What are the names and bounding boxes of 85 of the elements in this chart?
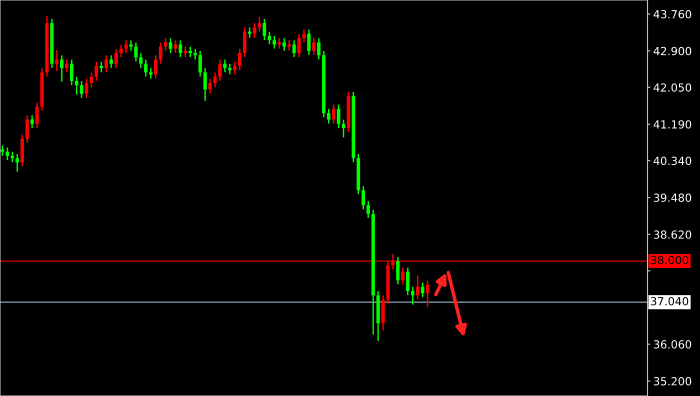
candlestick [109, 55, 113, 68]
y-tick-label: 42.900 [654, 46, 692, 56]
candlestick [154, 55, 158, 79]
candlestick [342, 120, 346, 138]
candlestick [114, 48, 118, 68]
candlestick [297, 34, 301, 58]
candlestick [416, 275, 420, 300]
y-tick-label: 36.060 [654, 340, 692, 349]
candlestick [336, 104, 340, 128]
candlestick [198, 51, 202, 76]
candlestick [366, 201, 370, 218]
candlestick [174, 40, 178, 53]
candlestick [258, 16, 262, 32]
candlestick [401, 268, 405, 284]
candlestick [396, 256, 400, 284]
candlestick [272, 36, 276, 49]
candlestick [30, 115, 34, 128]
y-tick-label: 35.200 [654, 377, 692, 386]
candlestick [64, 60, 68, 72]
candlestick [278, 38, 281, 49]
candlestick [124, 40, 128, 53]
candlestick [104, 55, 108, 72]
y-tick-label: 42.050 [654, 83, 692, 92]
candlestick [332, 104, 336, 124]
candlestick [80, 81, 84, 98]
candlestick [149, 68, 152, 79]
candlestick [410, 286, 414, 305]
candlestick [139, 53, 143, 68]
candlestick [268, 32, 272, 44]
candlestick [60, 55, 64, 82]
candlestick [70, 60, 74, 86]
candlestick [100, 62, 104, 72]
candlestick [74, 76, 78, 94]
candlestick [362, 186, 366, 210]
candlestick [262, 18, 266, 40]
candlestick [35, 102, 39, 128]
candlestick [10, 152, 14, 162]
candlestick [144, 60, 148, 76]
candlestick [228, 64, 232, 74]
candlestick [238, 48, 242, 70]
candlestick [188, 46, 192, 58]
candlestick [242, 27, 246, 58]
ref-line-label: 37.040 [650, 296, 688, 306]
candlestick [168, 38, 172, 53]
candlestick [287, 40, 291, 51]
candlestick [391, 254, 395, 270]
candlestick [312, 38, 316, 56]
candlestick [194, 48, 197, 60]
candlestick [119, 44, 123, 58]
candlestick [420, 282, 424, 298]
candlestick [25, 115, 29, 143]
candlestick [233, 62, 237, 74]
candlestick [20, 134, 24, 167]
candlestick [317, 38, 321, 60]
candlestick [292, 40, 296, 58]
candlestick [90, 72, 94, 88]
candlestick [248, 27, 252, 38]
y-tick-label: 39.480 [654, 194, 692, 202]
candlestick [302, 30, 306, 42]
y-tick-label: 41.190 [654, 120, 692, 129]
candlestick [326, 108, 330, 124]
candlestick [218, 60, 222, 81]
candlestick [6, 148, 10, 160]
candlestick [94, 62, 98, 81]
candlestick [184, 46, 188, 58]
candlestick [178, 40, 182, 58]
candlestick [426, 280, 430, 307]
y-tick-label: 38.620 [654, 230, 692, 239]
candlestick [406, 268, 410, 296]
candlestick [282, 38, 286, 51]
candlestick [381, 295, 385, 330]
candlestick [158, 42, 162, 64]
candlestick [252, 23, 256, 38]
candlestick [134, 42, 138, 62]
y-tick-label: 43.760 [654, 10, 692, 18]
candlestick [203, 68, 207, 101]
ref-line-label: 38.000 [650, 256, 688, 264]
candlestick [223, 60, 227, 72]
candlestick [0, 145, 4, 156]
candlestick [16, 154, 20, 172]
candlestick [164, 38, 168, 51]
candlestick [208, 78, 212, 94]
candlestick [55, 50, 59, 71]
candlestick [307, 30, 311, 56]
y-tick-label: 40.340 [654, 156, 692, 166]
